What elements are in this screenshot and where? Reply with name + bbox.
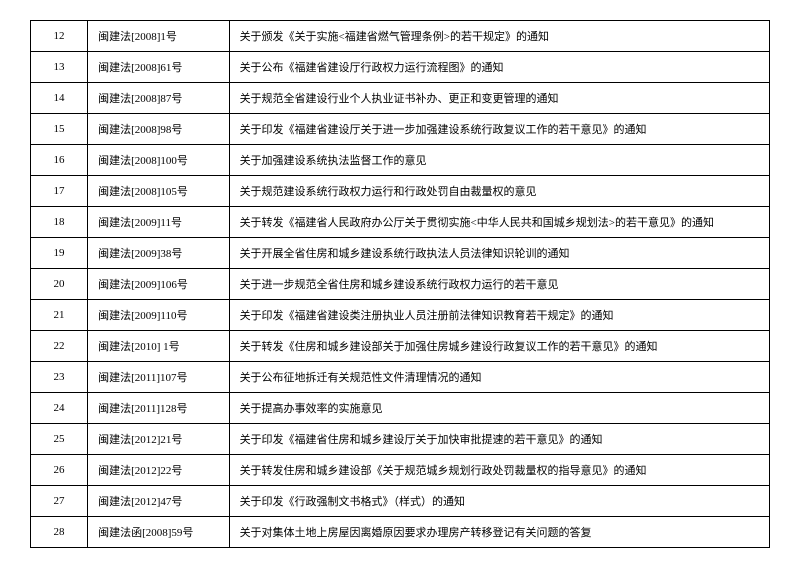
table-row: 13闽建法[2008]61号关于公布《福建省建设厅行政权力运行流程图》的通知 [31, 52, 770, 83]
table-row: 20闽建法[2009]106号关于进一步规范全省住房和城乡建设系统行政权力运行的… [31, 269, 770, 300]
row-title: 关于印发《福建省住房和城乡建设厅关于加快审批提速的若干意见》的通知 [229, 424, 769, 455]
row-reference: 闽建法[2012]21号 [88, 424, 229, 455]
row-number: 24 [31, 393, 88, 424]
row-number: 16 [31, 145, 88, 176]
row-number: 14 [31, 83, 88, 114]
row-title: 关于印发《行政强制文书格式》（样式）的通知 [229, 486, 769, 517]
row-title: 关于规范建设系统行政权力运行和行政处罚自由裁量权的意见 [229, 176, 769, 207]
row-reference: 闽建法[2009]11号 [88, 207, 229, 238]
table-row: 28闽建法函[2008]59号关于对集体土地上房屋因离婚原因要求办理房产转移登记… [31, 517, 770, 548]
table-row: 15闽建法[2008]98号关于印发《福建省建设厅关于进一步加强建设系统行政复议… [31, 114, 770, 145]
row-title: 关于加强建设系统执法监督工作的意见 [229, 145, 769, 176]
row-number: 12 [31, 21, 88, 52]
table-row: 23闽建法[2011]107号关于公布征地拆迁有关规范性文件清理情况的通知 [31, 362, 770, 393]
row-title: 关于开展全省住房和城乡建设系统行政执法人员法律知识轮训的通知 [229, 238, 769, 269]
table-row: 18闽建法[2009]11号关于转发《福建省人民政府办公厅关于贯彻实施<中华人民… [31, 207, 770, 238]
table-row: 22闽建法[2010] 1号关于转发《住房和城乡建设部关于加强住房城乡建设行政复… [31, 331, 770, 362]
table-row: 19闽建法[2009]38号关于开展全省住房和城乡建设系统行政执法人员法律知识轮… [31, 238, 770, 269]
row-number: 27 [31, 486, 88, 517]
row-reference: 闽建法[2009]110号 [88, 300, 229, 331]
table-row: 17闽建法[2008]105号关于规范建设系统行政权力运行和行政处罚自由裁量权的… [31, 176, 770, 207]
row-reference: 闽建法[2008]98号 [88, 114, 229, 145]
table-row: 16闽建法[2008]100号关于加强建设系统执法监督工作的意见 [31, 145, 770, 176]
row-number: 22 [31, 331, 88, 362]
row-reference: 闽建法函[2008]59号 [88, 517, 229, 548]
row-reference: 闽建法[2011]128号 [88, 393, 229, 424]
row-reference: 闽建法[2008]61号 [88, 52, 229, 83]
table-body: 12闽建法[2008]1号关于颁发《关于实施<福建省燃气管理条例>的若干规定》的… [31, 21, 770, 548]
row-number: 23 [31, 362, 88, 393]
row-reference: 闽建法[2008]87号 [88, 83, 229, 114]
row-reference: 闽建法[2012]47号 [88, 486, 229, 517]
row-title: 关于颁发《关于实施<福建省燃气管理条例>的若干规定》的通知 [229, 21, 769, 52]
table-row: 24闽建法[2011]128号关于提高办事效率的实施意见 [31, 393, 770, 424]
row-title: 关于转发住房和城乡建设部《关于规范城乡规划行政处罚裁量权的指导意见》的通知 [229, 455, 769, 486]
table-row: 26闽建法[2012]22号关于转发住房和城乡建设部《关于规范城乡规划行政处罚裁… [31, 455, 770, 486]
row-reference: 闽建法[2009]38号 [88, 238, 229, 269]
row-reference: 闽建法[2010] 1号 [88, 331, 229, 362]
row-title: 关于提高办事效率的实施意见 [229, 393, 769, 424]
row-title: 关于印发《福建省建设类注册执业人员注册前法律知识教育若干规定》的通知 [229, 300, 769, 331]
row-title: 关于公布《福建省建设厅行政权力运行流程图》的通知 [229, 52, 769, 83]
row-number: 18 [31, 207, 88, 238]
row-number: 26 [31, 455, 88, 486]
row-number: 19 [31, 238, 88, 269]
row-title: 关于公布征地拆迁有关规范性文件清理情况的通知 [229, 362, 769, 393]
row-number: 21 [31, 300, 88, 331]
row-reference: 闽建法[2008]100号 [88, 145, 229, 176]
row-title: 关于规范全省建设行业个人执业证书补办、更正和变更管理的通知 [229, 83, 769, 114]
row-number: 15 [31, 114, 88, 145]
row-reference: 闽建法[2011]107号 [88, 362, 229, 393]
row-number: 28 [31, 517, 88, 548]
row-number: 17 [31, 176, 88, 207]
row-title: 关于印发《福建省建设厅关于进一步加强建设系统行政复议工作的若干意见》的通知 [229, 114, 769, 145]
table-row: 14闽建法[2008]87号关于规范全省建设行业个人执业证书补办、更正和变更管理… [31, 83, 770, 114]
row-title: 关于转发《福建省人民政府办公厅关于贯彻实施<中华人民共和国城乡规划法>的若干意见… [229, 207, 769, 238]
table-row: 25闽建法[2012]21号关于印发《福建省住房和城乡建设厅关于加快审批提速的若… [31, 424, 770, 455]
row-title: 关于进一步规范全省住房和城乡建设系统行政权力运行的若干意见 [229, 269, 769, 300]
row-reference: 闽建法[2012]22号 [88, 455, 229, 486]
row-reference: 闽建法[2008]1号 [88, 21, 229, 52]
table-row: 12闽建法[2008]1号关于颁发《关于实施<福建省燃气管理条例>的若干规定》的… [31, 21, 770, 52]
row-reference: 闽建法[2008]105号 [88, 176, 229, 207]
row-number: 25 [31, 424, 88, 455]
row-number: 20 [31, 269, 88, 300]
row-number: 13 [31, 52, 88, 83]
table-row: 27闽建法[2012]47号关于印发《行政强制文书格式》（样式）的通知 [31, 486, 770, 517]
row-title: 关于转发《住房和城乡建设部关于加强住房城乡建设行政复议工作的若干意见》的通知 [229, 331, 769, 362]
row-title: 关于对集体土地上房屋因离婚原因要求办理房产转移登记有关问题的答复 [229, 517, 769, 548]
regulations-table: 12闽建法[2008]1号关于颁发《关于实施<福建省燃气管理条例>的若干规定》的… [30, 20, 770, 548]
row-reference: 闽建法[2009]106号 [88, 269, 229, 300]
table-row: 21闽建法[2009]110号关于印发《福建省建设类注册执业人员注册前法律知识教… [31, 300, 770, 331]
